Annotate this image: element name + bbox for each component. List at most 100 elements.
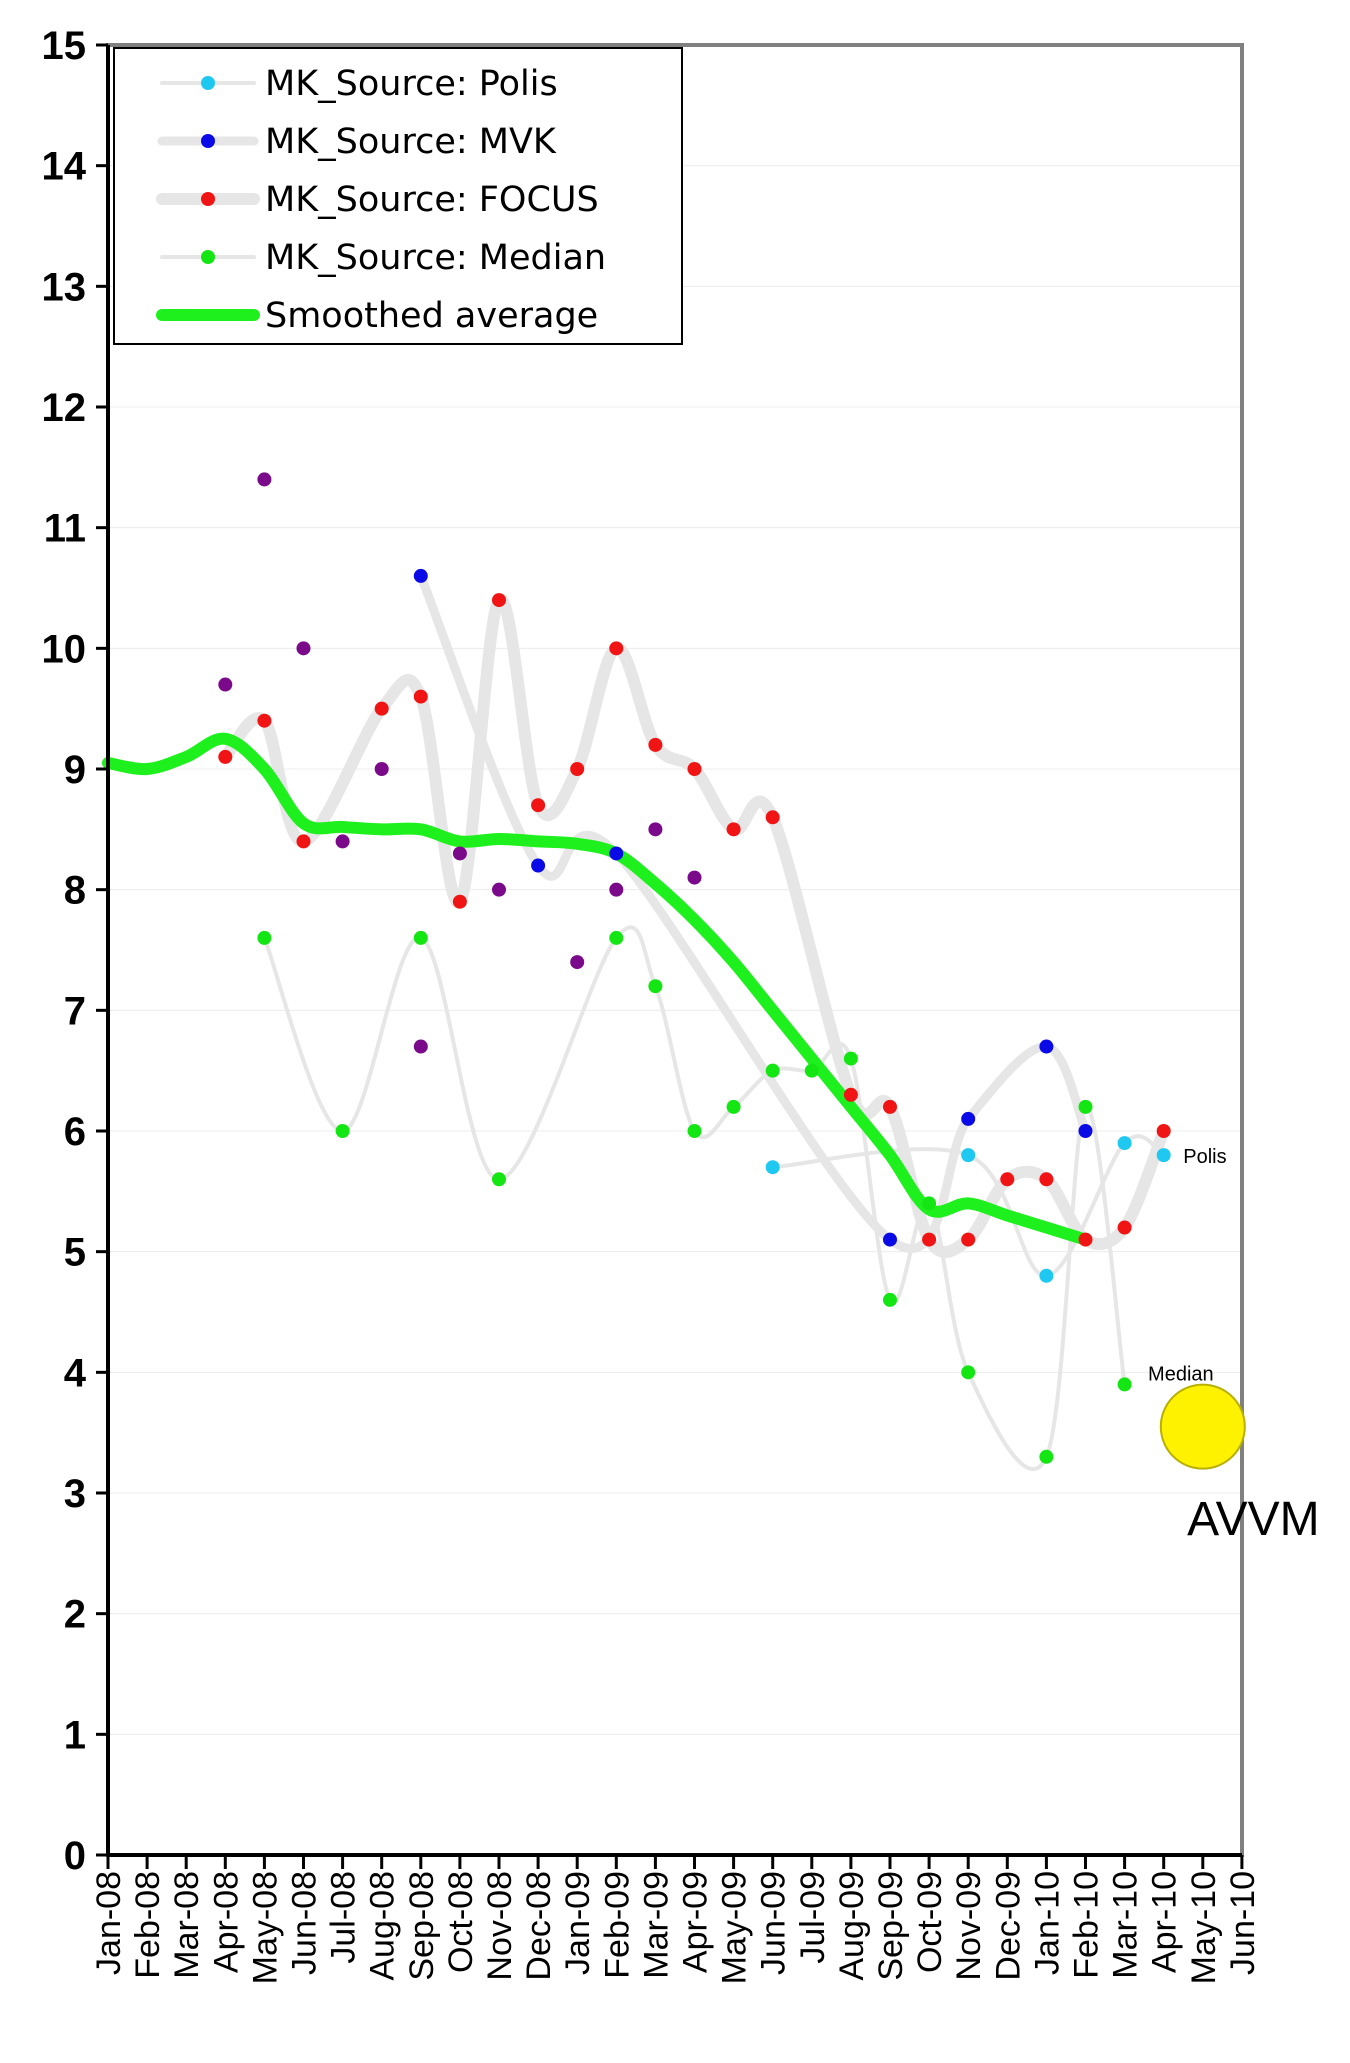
x-tick-label-Feb-09: Feb-09 bbox=[598, 1871, 636, 1979]
point-unnamed-series-5 bbox=[413, 1039, 428, 1054]
x-axis-ticks: Jan-08 Feb-08 Mar-08 Apr-08 May-08 Jun-08 Jul-… bbox=[90, 1855, 1262, 1984]
y-tick-label-3: 3 bbox=[64, 1472, 86, 1516]
y-tick-label-2: 2 bbox=[64, 1593, 86, 1637]
point-mk-source-focus-22 bbox=[1156, 1124, 1171, 1138]
y-tick-label-15: 15 bbox=[42, 24, 87, 68]
point-mk-source-focus-9 bbox=[609, 641, 624, 656]
point-unnamed-series-6 bbox=[452, 846, 467, 861]
y-tick-label-7: 7 bbox=[64, 989, 86, 1033]
point-mk-source-focus-2 bbox=[296, 834, 311, 849]
point-mk-source-median-15 bbox=[1078, 1099, 1093, 1114]
series-line-smoothed-average bbox=[102, 732, 1092, 1246]
x-tick-label-May-09: May-09 bbox=[716, 1871, 754, 1984]
x-tick-label-Mar-09: Mar-09 bbox=[637, 1871, 675, 1979]
x-tick-label-Jan-09: Jan-09 bbox=[559, 1871, 597, 1975]
point-mk-source-focus-14 bbox=[843, 1087, 858, 1102]
x-tick-label-Jun-10: Jun-10 bbox=[1224, 1871, 1262, 1975]
x-tick-label-Feb-10: Feb-10 bbox=[1068, 1871, 1106, 1979]
x-tick-label-Apr-09: Apr-09 bbox=[677, 1871, 715, 1973]
point-mk-source-focus-11 bbox=[687, 762, 702, 776]
point-mk-source-median-7 bbox=[726, 1099, 741, 1114]
point-mk-source-mvk-1 bbox=[531, 858, 546, 873]
point-mk-source-focus-0 bbox=[218, 749, 233, 764]
x-tick-label-Feb-08: Feb-08 bbox=[129, 1871, 167, 1979]
legend-label-smoothed-average: Smoothed average bbox=[265, 296, 598, 336]
avvm-marker bbox=[1159, 1383, 1246, 1470]
point-unnamed-series-4 bbox=[374, 762, 389, 776]
legend-dot-mk-source-focus bbox=[201, 192, 215, 206]
point-mk-source-polis-2 bbox=[1039, 1268, 1054, 1283]
x-tick-label-Aug-08: Aug-08 bbox=[364, 1871, 402, 1981]
point-mk-source-focus-6 bbox=[492, 593, 506, 608]
legend-dot-mk-source-mvk bbox=[201, 134, 215, 148]
annotation-median: Median bbox=[1148, 1363, 1214, 1385]
data-points bbox=[218, 472, 1171, 1464]
x-tick-label-Oct-09: Oct-09 bbox=[911, 1871, 949, 1973]
point-mk-source-median-4 bbox=[609, 930, 624, 945]
y-tick-label-6: 6 bbox=[64, 1110, 86, 1154]
x-tick-label-Mar-08: Mar-08 bbox=[168, 1871, 206, 1979]
point-unnamed-series-1 bbox=[257, 472, 272, 487]
x-tick-label-May-10: May-10 bbox=[1185, 1871, 1223, 1984]
point-mk-source-mvk-2 bbox=[609, 846, 624, 861]
point-mk-source-focus-7 bbox=[531, 798, 546, 813]
y-tick-label-0: 0 bbox=[64, 1834, 86, 1878]
point-mk-source-polis-3 bbox=[1117, 1136, 1132, 1151]
x-tick-label-Apr-08: Apr-08 bbox=[207, 1871, 245, 1973]
point-mk-source-median-1 bbox=[335, 1124, 350, 1138]
smoothed-average-layer bbox=[102, 732, 1092, 1246]
y-tick-label-14: 14 bbox=[42, 145, 87, 189]
legend-label-mk-source-median: MK_Source: Median bbox=[265, 238, 606, 278]
x-tick-label-Jul-09: Jul-09 bbox=[794, 1871, 832, 1964]
point-mk-source-mvk-6 bbox=[1078, 1124, 1093, 1138]
legend-label-mk-source-mvk: MK_Source: MVK bbox=[265, 122, 557, 162]
point-mk-source-polis-1 bbox=[961, 1148, 976, 1163]
point-mk-source-median-14 bbox=[1039, 1449, 1054, 1464]
point-mk-source-focus-21 bbox=[1117, 1220, 1132, 1235]
x-tick-label-Nov-08: Nov-08 bbox=[481, 1871, 519, 1981]
x-tick-label-Oct-08: Oct-08 bbox=[442, 1871, 480, 1973]
legend-dot-mk-source-median bbox=[201, 250, 215, 264]
x-tick-label-Mar-10: Mar-10 bbox=[1107, 1871, 1145, 1979]
y-tick-label-9: 9 bbox=[64, 748, 86, 792]
point-mk-source-median-3 bbox=[492, 1172, 506, 1187]
legend-label-mk-source-focus: MK_Source: FOCUS bbox=[265, 180, 599, 220]
x-tick-label-Dec-08: Dec-08 bbox=[520, 1871, 558, 1981]
x-tick-label-Jun-09: Jun-09 bbox=[755, 1871, 793, 1975]
point-mk-source-mvk-0 bbox=[413, 568, 428, 583]
legend: MK_Source: Polis MK_Source: MVK MK_Source:… bbox=[113, 47, 683, 345]
x-tick-label-Jan-08: Jan-08 bbox=[90, 1871, 128, 1975]
y-tick-label-4: 4 bbox=[64, 1351, 87, 1395]
y-tick-label-5: 5 bbox=[64, 1231, 86, 1275]
y-tick-label-13: 13 bbox=[42, 265, 87, 309]
point-unnamed-series-10 bbox=[648, 822, 663, 837]
point-mk-source-mvk-3 bbox=[883, 1232, 897, 1247]
series-line-mk-source-mvk bbox=[416, 571, 1090, 1253]
y-tick-label-12: 12 bbox=[42, 386, 87, 430]
point-mk-source-focus-1 bbox=[257, 713, 272, 728]
point-mk-source-median-6 bbox=[687, 1124, 702, 1138]
point-mk-source-median-12 bbox=[922, 1196, 937, 1211]
point-unnamed-series-7 bbox=[492, 882, 506, 897]
series-lines bbox=[219, 571, 1170, 1471]
y-tick-label-11: 11 bbox=[44, 507, 86, 551]
y-tick-label-8: 8 bbox=[64, 869, 86, 913]
annotations: Polis Median AVVM bbox=[1148, 1146, 1320, 1546]
point-mk-source-median-10 bbox=[843, 1051, 858, 1066]
point-mk-source-focus-13 bbox=[765, 810, 780, 825]
point-mk-source-focus-18 bbox=[1000, 1172, 1015, 1187]
point-mk-source-median-9 bbox=[804, 1063, 819, 1078]
point-mk-source-median-16 bbox=[1117, 1377, 1132, 1392]
point-unnamed-series-2 bbox=[296, 641, 311, 656]
point-mk-source-median-2 bbox=[413, 930, 428, 945]
point-unnamed-series-11 bbox=[687, 870, 702, 885]
point-mk-source-focus-5 bbox=[452, 894, 467, 909]
point-mk-source-focus-8 bbox=[570, 762, 585, 776]
point-mk-source-mvk-4 bbox=[961, 1111, 976, 1126]
point-mk-source-focus-12 bbox=[726, 822, 741, 837]
point-mk-source-focus-17 bbox=[961, 1232, 976, 1247]
x-tick-label-Aug-09: Aug-09 bbox=[833, 1871, 871, 1981]
x-tick-label-Sep-08: Sep-08 bbox=[403, 1871, 441, 1981]
